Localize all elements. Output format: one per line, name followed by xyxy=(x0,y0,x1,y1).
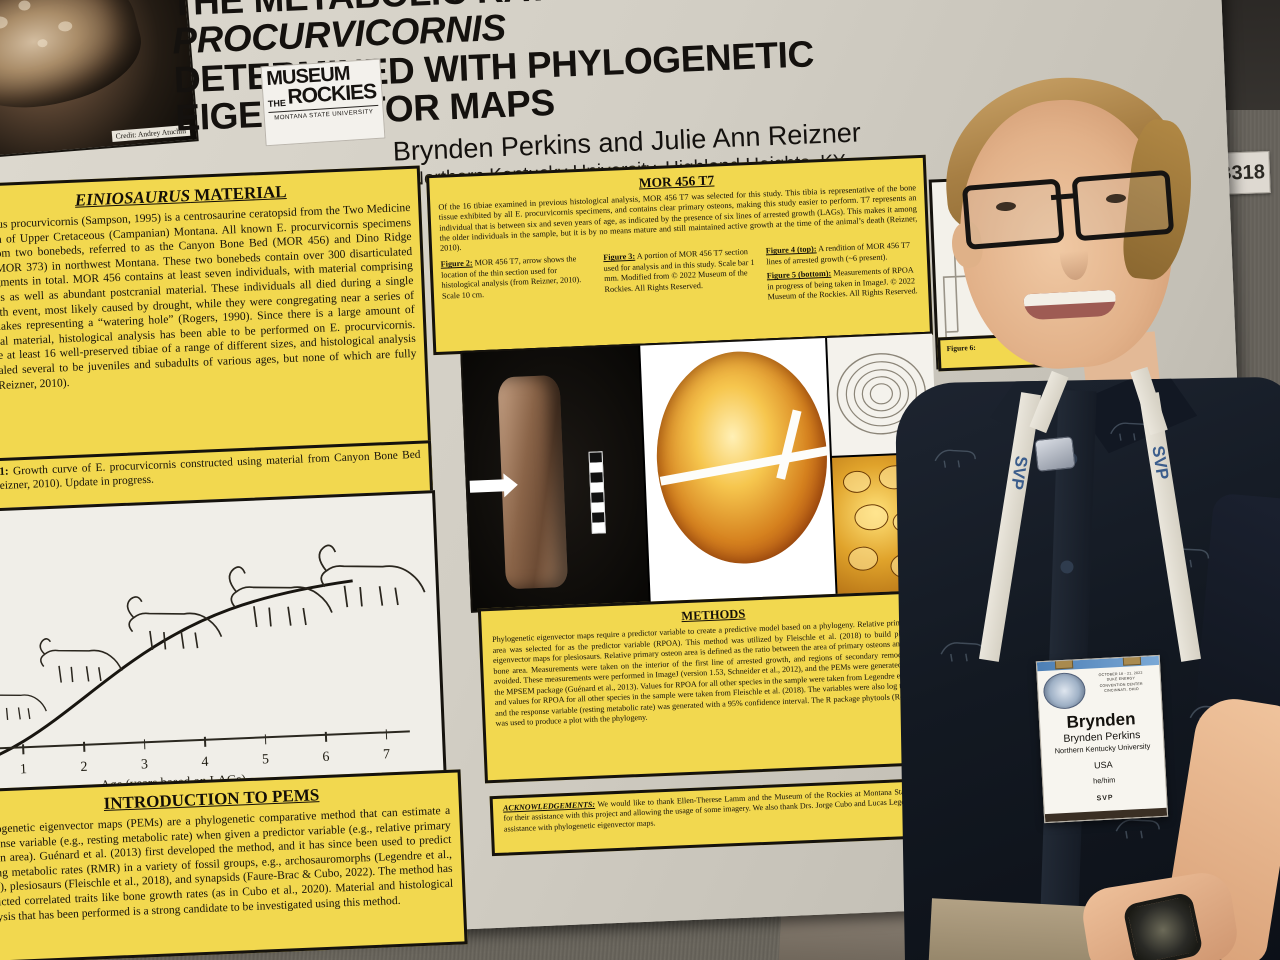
growth-x-tick xyxy=(143,739,146,750)
dinosaur-print-icon xyxy=(934,449,976,468)
scale-bar xyxy=(588,451,606,534)
growth-x-tick-label: 1 xyxy=(19,762,28,778)
growth-x-tick-label: 4 xyxy=(201,754,209,770)
figure3-label: Figure 3: xyxy=(603,252,636,263)
dino-silhouette-age4 xyxy=(126,596,223,651)
badge-pronouns: he/him xyxy=(1092,775,1116,786)
material-body: Einiosaurus procurvicornis (Sampson, 199… xyxy=(0,200,417,393)
logo-line-rockies: ROCKIES xyxy=(286,79,377,109)
figure2-tibia-photo xyxy=(462,345,649,611)
svp-pin-badge xyxy=(1034,436,1076,472)
svp-skull-logo-icon xyxy=(1042,671,1087,710)
figure-image-strip xyxy=(460,331,943,613)
heading-material-taxon: EINIOSAURUS xyxy=(74,185,191,210)
growth-x-tick-label: 7 xyxy=(382,747,391,763)
lag-rings-svg xyxy=(836,353,927,435)
caption-figure-3: Figure 3: A portion of MOR 456 T7 sectio… xyxy=(603,247,758,310)
badge-country: USA xyxy=(1093,759,1113,771)
glasses-lens-left xyxy=(961,178,1065,250)
panel-mor-456-t7: MOR 456 T7 Of the 16 tibiae examined in … xyxy=(426,154,934,356)
growth-x-tick-label: 3 xyxy=(140,757,149,773)
badge-event-info: OCTOBER 18 - 21, 2022 DUKE ENERGY CONVEN… xyxy=(1086,670,1157,695)
growth-x-tick xyxy=(385,729,388,740)
figure1-text: Growth curve of E. procurvicornis constr… xyxy=(0,448,421,494)
pointer-arrow-icon xyxy=(469,479,507,493)
logo-the: THE xyxy=(267,97,287,109)
intro-pems-body: Phylogenetic eigenvector maps (PEMs) are… xyxy=(0,803,454,924)
figure3-bone-section xyxy=(640,338,836,604)
einiosaurus-skull-photo: Credit: Andrey Atuchin xyxy=(0,0,199,160)
growth-x-tick-label: 2 xyxy=(80,759,88,775)
shirt-button xyxy=(1060,560,1074,574)
panel-methods: METHODS Phylogenetic eigenvector maps re… xyxy=(477,589,955,784)
figure4-lag-rendition xyxy=(827,333,937,456)
growth-x-tick-label: 5 xyxy=(261,752,270,768)
growth-x-tick xyxy=(203,736,206,747)
museum-of-the-rockies-logo: MUSEUM THE ROCKIES MONTANA STATE UNIVERS… xyxy=(260,58,386,147)
growth-x-tick-label: 6 xyxy=(322,749,330,766)
conference-badge[interactable]: OCTOBER 18 - 21, 2022 DUKE ENERGY CONVEN… xyxy=(1035,654,1169,824)
glasses-bridge xyxy=(1050,193,1076,201)
methods-body: Phylogenetic eigenvector maps require a … xyxy=(491,616,939,729)
dino-silhouette-age2 xyxy=(39,638,123,683)
badge-clip-right xyxy=(1122,654,1142,666)
dinosaur-print-icon xyxy=(1115,819,1160,839)
heading-material-rest: MATERIAL xyxy=(189,182,287,205)
badge-org-logo: SVP xyxy=(1096,794,1114,803)
panel-introduction-to-pems: INTRODUCTION TO PEMS Phylogenetic eigenv… xyxy=(0,769,468,960)
caption-figure-4-5: Figure 4 (top): A rendition of MOR 456 T… xyxy=(766,241,921,304)
glasses-lens-right xyxy=(1071,169,1175,242)
skull-shape xyxy=(0,0,152,127)
figure2-label: Figure 2: xyxy=(440,258,473,270)
dino-silhouette-age6 xyxy=(228,566,333,628)
dino-silhouette-age1 xyxy=(0,694,47,721)
figure4-label: Figure 4 (top): xyxy=(765,244,817,256)
dino-silhouette-age7 xyxy=(318,544,426,608)
figure1-label: Figure 1: xyxy=(0,465,9,480)
caption-figure-2: Figure 2: MOR 456 T7, arrow shows the lo… xyxy=(441,254,596,317)
